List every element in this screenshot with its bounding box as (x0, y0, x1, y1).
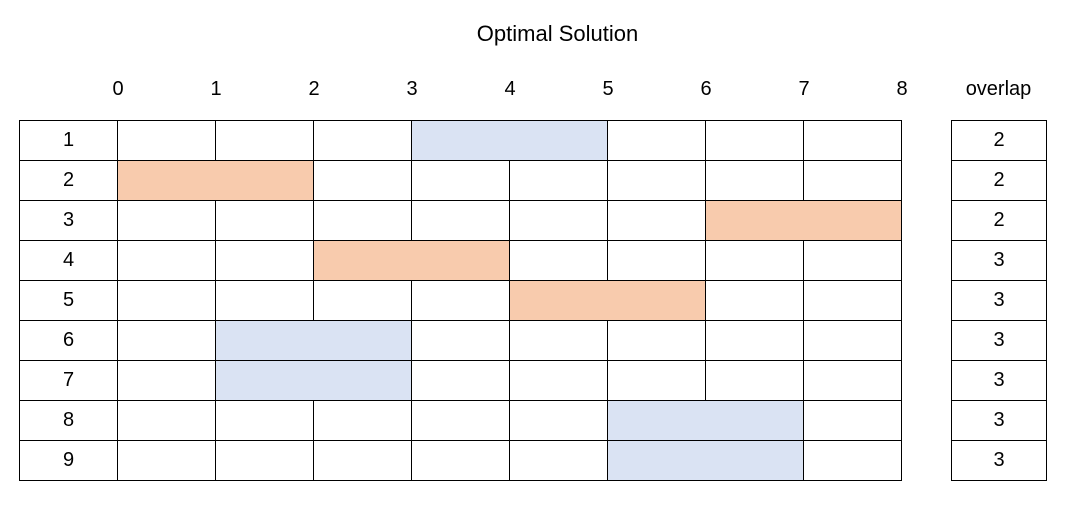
grid-cell (706, 281, 804, 321)
grid-cell (118, 281, 216, 321)
tick-label: 6 (700, 78, 712, 100)
interval-bar (215, 320, 412, 361)
grid-cell (510, 201, 608, 241)
grid-cell (706, 121, 804, 161)
grid-cell (706, 161, 804, 201)
grid-cell (608, 121, 706, 161)
overlap-value: 3 (952, 361, 1047, 401)
overlap-value: 3 (952, 241, 1047, 281)
grid-cell (216, 121, 314, 161)
grid-cell (608, 201, 706, 241)
grid-cell (706, 321, 804, 361)
grid-cell (510, 241, 608, 281)
grid-cell (412, 401, 510, 441)
grid-cell (314, 281, 412, 321)
overlap-value: 3 (952, 441, 1047, 481)
grid-cell (510, 441, 608, 481)
grid-cell (804, 241, 902, 281)
grid-cell (510, 161, 608, 201)
grid-cell (216, 201, 314, 241)
grid-cell (804, 361, 902, 401)
grid-cell (608, 321, 706, 361)
row-label: 8 (20, 401, 118, 441)
grid-cell (804, 401, 902, 441)
interval-bar (117, 160, 314, 201)
tick-label: 1 (210, 78, 222, 100)
interval-bar (215, 360, 412, 401)
interval-bar (607, 400, 804, 441)
row-label: 2 (20, 161, 118, 201)
grid-cell (804, 121, 902, 161)
grid-cell (804, 321, 902, 361)
grid-cell (216, 441, 314, 481)
grid-cell (412, 201, 510, 241)
grid-cell (118, 401, 216, 441)
grid-cell (314, 121, 412, 161)
grid-cell (216, 281, 314, 321)
grid-cell (412, 281, 510, 321)
grid-cell (804, 441, 902, 481)
grid-cell (118, 361, 216, 401)
tick-label: 4 (504, 78, 516, 100)
row-label: 6 (20, 321, 118, 361)
interval-bar (509, 280, 706, 321)
grid-cell (118, 321, 216, 361)
grid-cell (510, 401, 608, 441)
row-label: 4 (20, 241, 118, 281)
row-label: 1 (20, 121, 118, 161)
grid-cell (412, 361, 510, 401)
interval-bar (607, 440, 804, 481)
grid-cell (314, 201, 412, 241)
grid-cell (314, 441, 412, 481)
overlap-header: overlap (965, 78, 1032, 100)
tick-label: 8 (896, 78, 908, 100)
interval-bar (411, 120, 608, 161)
grid-cell (314, 161, 412, 201)
tick-label: 7 (798, 78, 810, 100)
grid-cell (804, 161, 902, 201)
grid-cell (118, 241, 216, 281)
row-label: 3 (20, 201, 118, 241)
chart-title: Optimal Solution (476, 21, 639, 46)
overlap-value: 2 (952, 161, 1047, 201)
grid-cell (510, 361, 608, 401)
overlap-value: 2 (952, 201, 1047, 241)
grid-cell (314, 401, 412, 441)
grid-cell (118, 121, 216, 161)
tick-label: 0 (112, 78, 124, 100)
grid-cell (608, 361, 706, 401)
interval-bar (705, 200, 902, 241)
tick-label: 2 (308, 78, 320, 100)
row-label: 5 (20, 281, 118, 321)
overlap-value: 2 (952, 121, 1047, 161)
overlap-value: 3 (952, 281, 1047, 321)
overlap-value: 3 (952, 401, 1047, 441)
tick-label: 5 (602, 78, 614, 100)
grid-cell (804, 281, 902, 321)
tick-label: 3 (406, 78, 418, 100)
grid-cell (412, 321, 510, 361)
grid-cell (706, 361, 804, 401)
grid-cell (216, 241, 314, 281)
interval-bar (313, 240, 510, 281)
row-label: 9 (20, 441, 118, 481)
grid-cell (412, 161, 510, 201)
grid-cell (118, 201, 216, 241)
row-label: 7 (20, 361, 118, 401)
grid-cell (510, 321, 608, 361)
grid-cell (706, 241, 804, 281)
grid-cell (608, 161, 706, 201)
grid-cell (216, 401, 314, 441)
overlap-value: 3 (952, 321, 1047, 361)
grid-cell (412, 441, 510, 481)
grid-cell (608, 241, 706, 281)
grid-cell (118, 441, 216, 481)
